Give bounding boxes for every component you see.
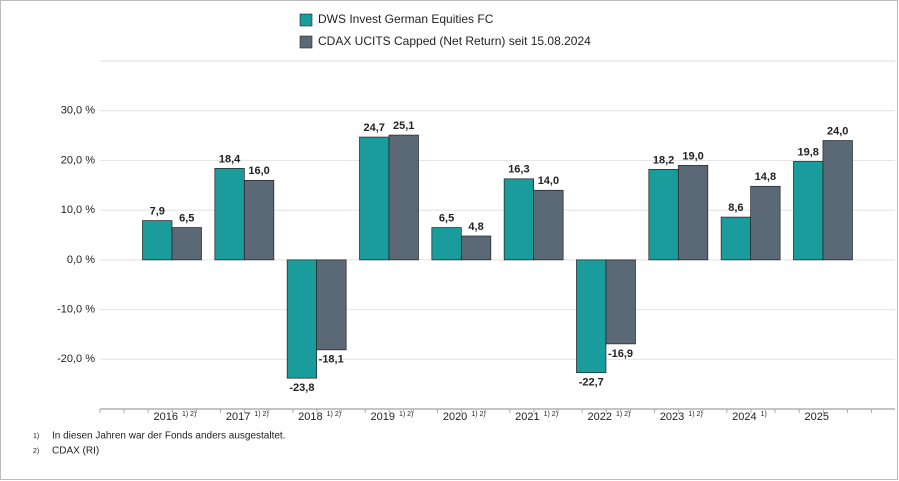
bar	[648, 169, 679, 261]
category-note: 1) 2)	[399, 411, 413, 418]
footnote-marker: 2)	[33, 448, 39, 455]
legend-swatch	[299, 35, 313, 49]
x-tick-label: 2020	[443, 411, 467, 423]
x-tick-label: 2023	[660, 411, 684, 423]
bar	[460, 235, 492, 261]
value-label: 24,7	[364, 122, 385, 134]
category: 2018	[298, 411, 322, 423]
footnote-marker: 1)	[33, 433, 39, 440]
category: 2021	[515, 411, 539, 423]
y-tick-label: -10,0 %	[57, 303, 95, 315]
x-tick-label: 2018	[298, 411, 322, 423]
x-tick-label: 2019	[371, 411, 395, 423]
value-label: 14,8	[755, 171, 776, 183]
x-tick-label: 2024	[732, 411, 756, 423]
y-tick-label: 10,0 %	[61, 204, 95, 216]
bar	[142, 220, 173, 261]
value-label: 18,4	[219, 153, 241, 165]
category-note: 1) 2)	[471, 411, 485, 418]
bar	[576, 259, 607, 374]
bar	[388, 134, 419, 261]
value-label: 19,8	[798, 146, 819, 158]
bar	[214, 168, 245, 261]
category-note: 1) 2)	[616, 411, 630, 418]
value-label: 16,0	[248, 165, 269, 177]
category: 2019	[371, 411, 395, 423]
value-label: 7,9	[150, 205, 165, 217]
category: 2016	[154, 411, 178, 423]
value-label: 18,2	[653, 154, 674, 166]
x-tick-label: 2022	[587, 411, 611, 423]
y-tick-label: 0,0 %	[67, 254, 95, 266]
bar	[431, 227, 462, 261]
value-label: -23,8	[289, 382, 314, 394]
bar	[822, 140, 853, 261]
value-label: 4,8	[468, 221, 483, 233]
bar	[677, 165, 709, 261]
bar	[605, 259, 636, 345]
footnote-text: In diesen Jahren war der Fonds anders au…	[52, 431, 285, 442]
y-tick-label: 20,0 %	[61, 154, 95, 166]
x-tick-label: 2017	[226, 411, 250, 423]
category: 2024	[732, 411, 756, 423]
x-tick-label: 2025	[804, 411, 828, 423]
value-label: 25,1	[393, 120, 414, 132]
value-label: 6,5	[179, 212, 194, 224]
category-note: 1) 2)	[254, 411, 268, 418]
bar	[316, 259, 347, 351]
value-label: -16,9	[608, 348, 633, 360]
legend-label: DWS Invest German Equities FC	[318, 12, 494, 26]
value-label: 24,0	[827, 125, 848, 137]
category: 2023	[660, 411, 684, 423]
footnote-text: CDAX (RI)	[52, 446, 99, 457]
value-label: 8,6	[728, 202, 743, 214]
value-label: -18,1	[319, 354, 344, 366]
category: 2022	[587, 411, 611, 423]
category: 2020	[443, 411, 467, 423]
x-tick-label: 2021	[515, 411, 539, 423]
value-label: 16,3	[508, 164, 529, 176]
bar	[503, 178, 534, 261]
category-note: 1) 2)	[327, 411, 341, 418]
legend-swatch	[299, 13, 313, 27]
bar	[720, 216, 751, 261]
category-note: 1) 2)	[688, 411, 702, 418]
y-tick-label: 30,0 %	[61, 105, 95, 117]
bar	[359, 136, 390, 261]
bar	[750, 185, 781, 261]
bar	[533, 189, 564, 261]
category-note: 1) 2)	[182, 411, 196, 418]
y-tick-label: -20,0 %	[57, 353, 95, 365]
value-label: 19,0	[682, 150, 703, 162]
bar	[793, 161, 824, 261]
bar	[171, 227, 202, 261]
bar	[243, 179, 275, 261]
category: 2025	[804, 411, 828, 423]
legend-label: CDAX UCITS Capped (Net Return) seit 15.0…	[318, 34, 591, 48]
bar	[286, 259, 318, 379]
value-label: 14,0	[538, 175, 559, 187]
value-label: 6,5	[439, 212, 454, 224]
value-label: -22,7	[579, 377, 604, 389]
category-note: 1)	[761, 411, 767, 418]
category-note: 1) 2)	[544, 411, 558, 418]
category: 2017	[226, 411, 250, 423]
x-tick-label: 2016	[154, 411, 178, 423]
